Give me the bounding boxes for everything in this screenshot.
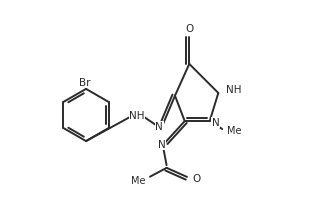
- Text: O: O: [193, 173, 201, 183]
- Text: Me: Me: [130, 175, 145, 185]
- Text: N: N: [211, 118, 219, 128]
- Text: O: O: [185, 23, 193, 33]
- Text: N: N: [155, 122, 163, 132]
- Text: Br: Br: [79, 78, 91, 88]
- Text: Me: Me: [227, 126, 242, 136]
- Text: N: N: [158, 140, 166, 150]
- Text: NH: NH: [226, 84, 242, 94]
- Text: NH: NH: [129, 110, 145, 120]
